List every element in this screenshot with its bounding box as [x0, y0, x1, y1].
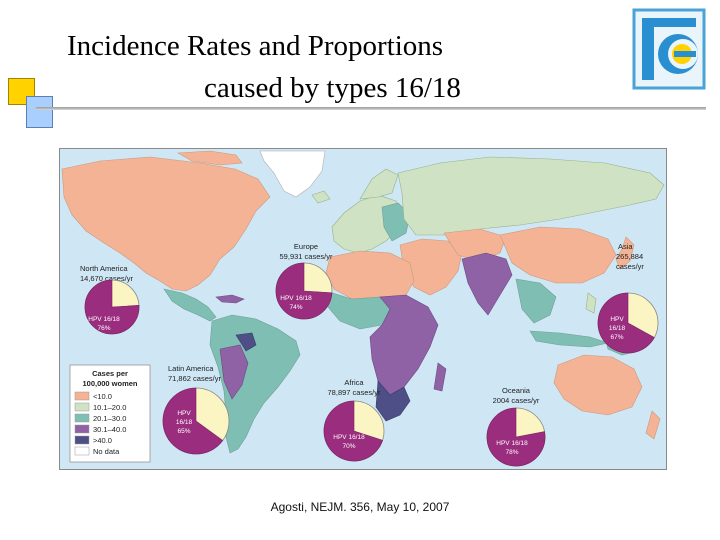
oceania-pie: [486, 407, 546, 467]
madagascar: [433, 362, 447, 392]
latin-america-pie: [162, 387, 230, 455]
pie-hpv-slice: [84, 279, 140, 335]
africa-pie: [323, 400, 385, 462]
asia-hpv-label-2: 16/18: [609, 325, 626, 332]
latin-america-cases: 71,862 cases/yr: [168, 374, 221, 383]
central-asia: [443, 228, 507, 262]
africa-hpv-label: HPV 16/18: [333, 434, 365, 441]
world-map-figure: Cases per 100,000 women <10.0 10.1–20.0 20…: [59, 148, 667, 470]
africa-cases: 78,897 cases/yr: [328, 388, 381, 397]
eastern-europe: [381, 202, 411, 242]
asia-hpv-label-1: HPV: [610, 316, 624, 323]
institution-logo: [632, 8, 706, 90]
pie-hpv-slice: [275, 262, 333, 320]
oceania-pct: 78%: [505, 449, 518, 456]
map-legend: Cases per 100,000 women <10.0 10.1–20.0 20…: [69, 364, 151, 463]
north-america-hpv-label: HPV 16/18: [88, 316, 120, 323]
callout-oceania: Oceania 2004 cases/yr HPV 16/18 78%: [486, 386, 546, 467]
legend-label: 30.1–40.0: [93, 425, 126, 434]
legend-label: 20.1–30.0: [93, 414, 126, 423]
callout-latin-america: Latin America 71,862 cases/yr HPV 16/18 …: [162, 364, 230, 455]
callout-north-america: North America 14,670 cases/yr HPV 16/18 …: [80, 264, 140, 335]
australia: [553, 354, 643, 416]
europe-pct: 74%: [289, 304, 302, 311]
africa-name: Africa: [344, 378, 364, 387]
legend-swatch: [74, 391, 90, 401]
north-america-cases: 14,670 cases/yr: [80, 274, 133, 283]
north-america: [61, 156, 271, 292]
europe-pie: [275, 262, 333, 320]
greenland: [259, 150, 326, 198]
decorative-blue-square: [26, 96, 53, 128]
callout-africa: Africa 78,897 cases/yr HPV 16/18 70%: [323, 378, 385, 462]
north-america-pct: 76%: [97, 325, 110, 332]
oceania-cases: 2004 cases/yr: [493, 396, 540, 405]
arctic-islands: [176, 150, 243, 166]
asia-cases-unit: cases/yr: [616, 262, 644, 271]
south-asia: [461, 252, 513, 316]
legend-swatch: [74, 424, 90, 434]
japan: [615, 236, 635, 270]
title-divider: [36, 107, 706, 110]
east-asia: [499, 226, 617, 284]
callout-asia: Asia 265,884 cases/yr HPV 16/18 67%: [597, 242, 659, 354]
europe-cases: 59,931 cases/yr: [280, 252, 333, 261]
central-america: [163, 288, 217, 322]
legend-swatch: [74, 446, 90, 456]
legend-title-line-1: Cases per: [92, 369, 128, 378]
legend-label: 10.1–20.0: [93, 403, 126, 412]
north-america-name: North America: [80, 264, 128, 273]
pie-hpv-slice: [597, 292, 655, 354]
africa-pct: 70%: [342, 443, 355, 450]
citation: Agosti, NEJM. 356, May 10, 2007: [0, 500, 720, 514]
legend-swatch: [74, 435, 90, 445]
russia: [397, 156, 665, 236]
legend-label: <10.0: [93, 392, 112, 401]
legend-title-line-2: 100,000 women: [82, 379, 137, 388]
indonesia: [529, 330, 610, 348]
legend-swatch: [74, 413, 90, 423]
africa-south: [375, 380, 411, 422]
title-line-2: caused by types 16/18: [204, 72, 461, 104]
asia-pct: 67%: [610, 334, 623, 341]
citation-text: Agosti, NEJM. 356, May 10, 2007: [270, 500, 450, 514]
south-america-high: [219, 344, 249, 400]
latin-america-hpv-label-1: HPV: [177, 410, 191, 417]
philippines: [585, 292, 597, 314]
oceania-name: Oceania: [502, 386, 531, 395]
europe-name: Europe: [294, 242, 318, 251]
caribbean: [215, 294, 245, 304]
pie-hpv-slice: [486, 407, 546, 467]
legend-swatch: [74, 402, 90, 412]
iceland: [311, 190, 331, 204]
pie-hpv-slice: [162, 387, 224, 455]
asia-cases-number: 265,884: [616, 252, 643, 261]
pie-hpv-slice: [323, 400, 383, 462]
new-zealand: [645, 410, 661, 440]
africa-north: [325, 250, 415, 300]
legend-label: No data: [93, 447, 120, 456]
callout-europe: Europe 59,931 cases/yr HPV 16/18 74%: [275, 242, 333, 320]
oceania-hpv-label: HPV 16/18: [496, 440, 528, 447]
title-line-1: Incidence Rates and Proportions: [67, 30, 444, 62]
southeast-asia: [515, 278, 557, 324]
latin-america-name: Latin America: [168, 364, 214, 373]
europe-hpv-label: HPV 16/18: [280, 295, 312, 302]
asia-pie: [597, 292, 659, 354]
latin-america-pct: 65%: [177, 428, 190, 435]
latin-america-hpv-label-2: 16/18: [176, 419, 193, 426]
north-america-pie: [84, 279, 140, 335]
legend-label: >40.0: [93, 436, 112, 445]
scandinavia: [359, 168, 399, 200]
asia-name: Asia: [618, 242, 633, 251]
south-america-very-high: [235, 332, 257, 352]
